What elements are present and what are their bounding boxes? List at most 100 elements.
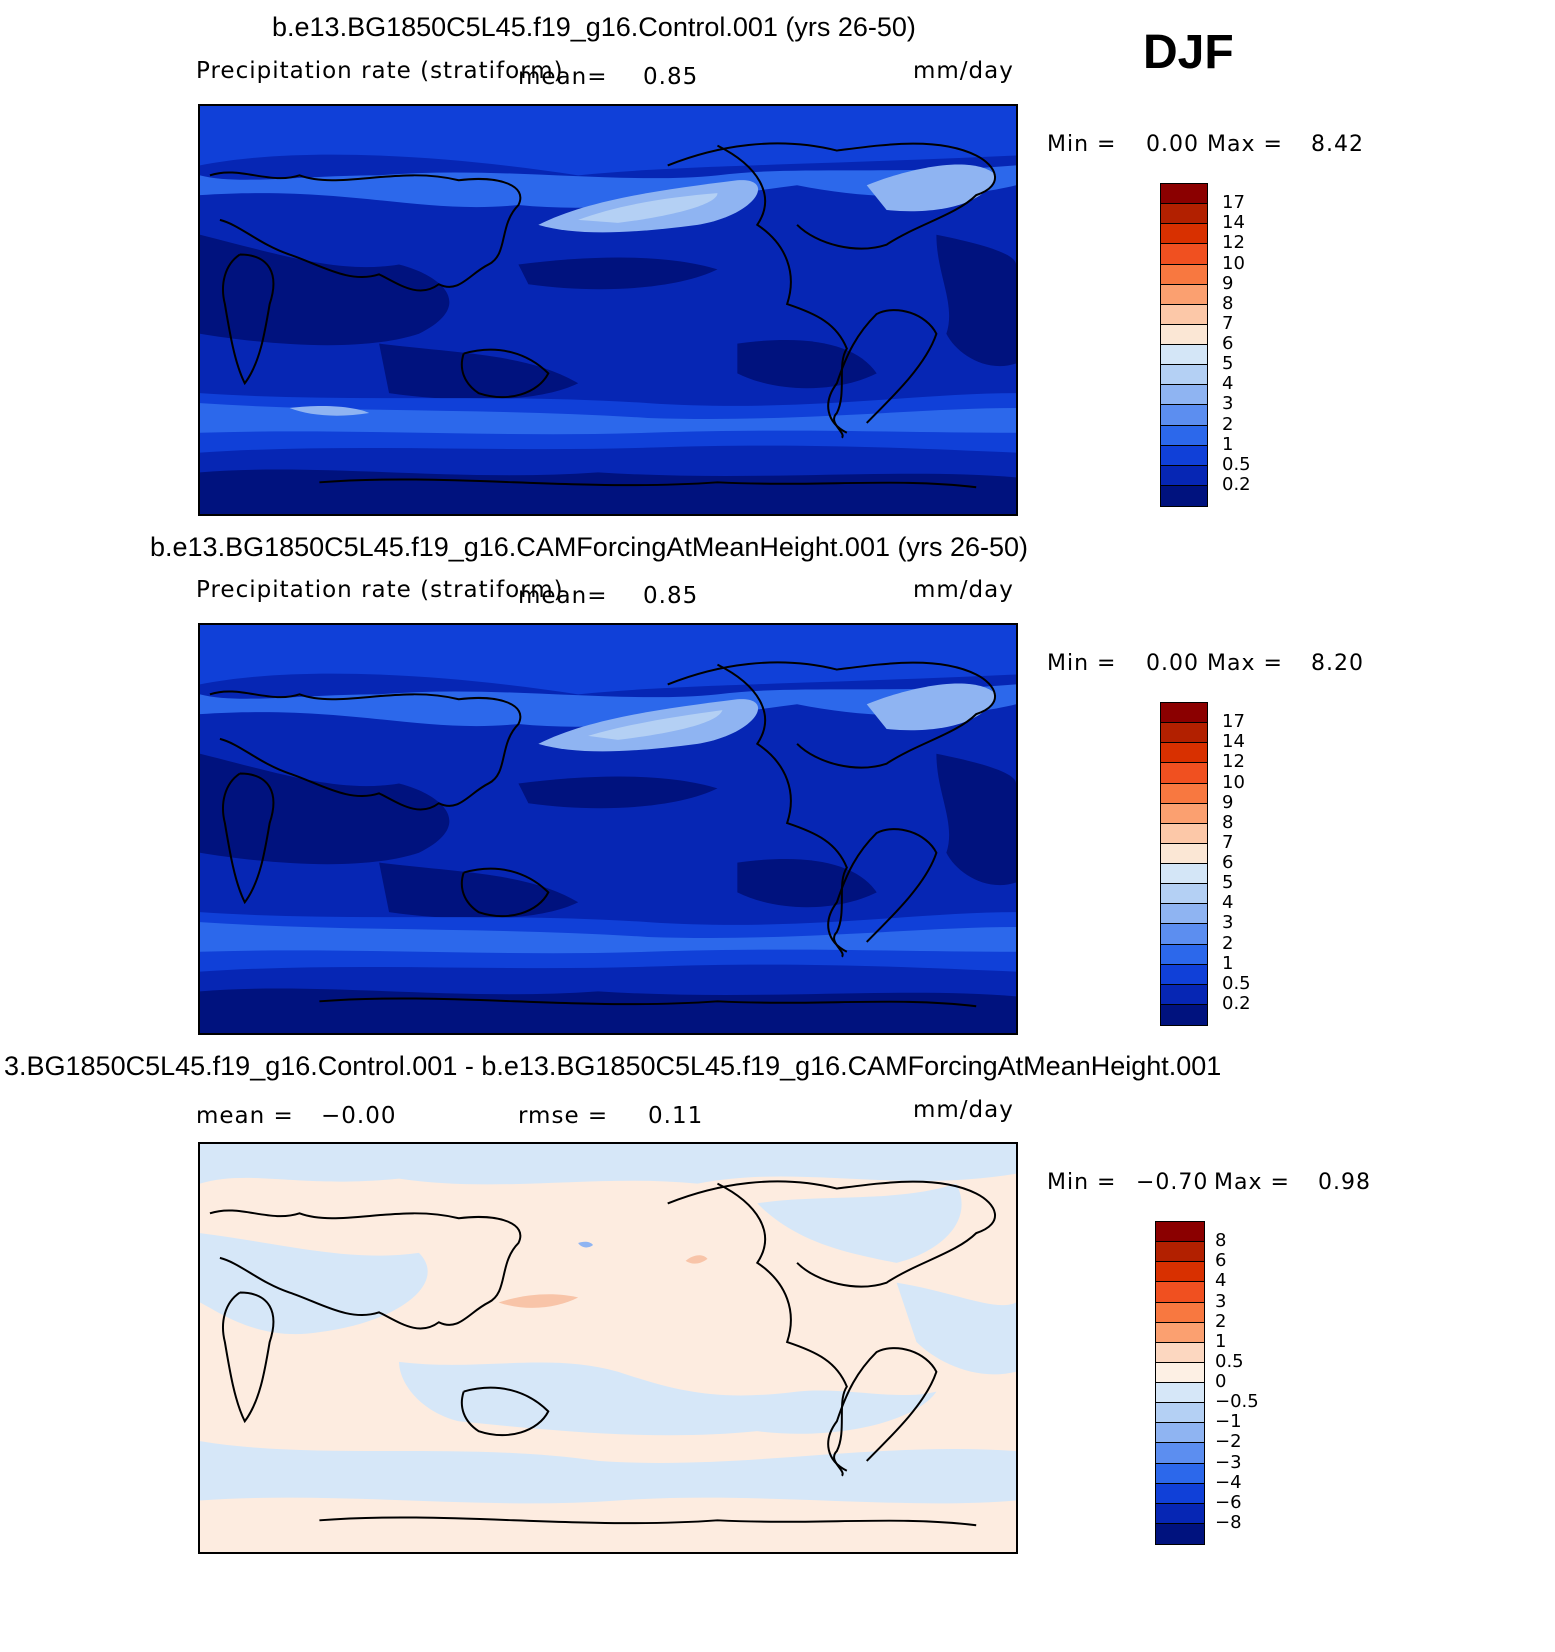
colorbar-tick-label: −4 <box>1215 1471 1242 1493</box>
colorbar-tick-label: −0.5 <box>1215 1391 1259 1413</box>
colorbar-swatch <box>1161 304 1207 325</box>
colorbar-swatch <box>1161 345 1207 366</box>
season-label: DJF <box>1143 26 1234 79</box>
colorbar-tick-label: 0.2 <box>1222 992 1251 1014</box>
panel-3-mean-label: mean = <box>196 1103 294 1129</box>
panel-1-colorbar-labels: 17 14 12 10 9 8 7 6 5 4 3 2 1 0.5 0.2 <box>1222 183 1282 507</box>
colorbar-tick-label: −6 <box>1215 1491 1242 1513</box>
panel-3-difference-map <box>198 1142 1018 1554</box>
colorbar-tick-label: 3 <box>1222 393 1234 415</box>
colorbar-tick-label: 3 <box>1222 912 1234 934</box>
colorbar-swatch <box>1161 405 1207 426</box>
colorbar-swatch <box>1161 1004 1207 1025</box>
colorbar-swatch <box>1161 224 1207 245</box>
colorbar-tick-label: 1 <box>1222 433 1234 455</box>
colorbar-swatch <box>1161 204 1207 225</box>
colorbar-swatch <box>1156 1463 1204 1484</box>
colorbar-tick-label: 8 <box>1222 292 1234 314</box>
panel-1-max-value: 8.42 <box>1311 132 1364 157</box>
colorbar-tick-label: 6 <box>1215 1250 1227 1272</box>
colorbar-tick-label: 17 <box>1222 711 1245 733</box>
colorbar-swatch <box>1156 1362 1204 1383</box>
colorbar-tick-label: −8 <box>1215 1511 1242 1533</box>
colorbar-swatch <box>1161 884 1207 905</box>
colorbar-swatch <box>1156 1383 1204 1404</box>
panel-2-units: mm/day <box>913 577 1014 603</box>
colorbar-swatch <box>1161 924 1207 945</box>
panel-2-max-value: 8.20 <box>1311 651 1364 676</box>
colorbar-swatch <box>1156 1483 1204 1504</box>
panel-2-max-label: Max = <box>1207 651 1283 676</box>
panel-2-min-value: 0.00 <box>1146 651 1199 676</box>
colorbar-swatch <box>1156 1222 1204 1243</box>
colorbar-tick-label: 0.5 <box>1222 453 1251 475</box>
panel-1-min-label: Min = <box>1047 132 1117 157</box>
colorbar-swatch <box>1161 904 1207 925</box>
colorbar-swatch <box>1161 763 1207 784</box>
colorbar-tick-label: 0 <box>1215 1371 1227 1392</box>
colorbar-tick-label: 10 <box>1222 252 1245 274</box>
colorbar-tick-label: 17 <box>1222 192 1245 214</box>
panel-3-colorbar-labels: 8 6 4 3 2 1 0.5 0 −0.5 −1 −2 −3 −4 −6 −8 <box>1215 1221 1285 1545</box>
colorbar-tick-label: 2 <box>1222 413 1234 435</box>
panel-2-mean-value: 0.85 <box>643 583 699 609</box>
panel-1-variable: Precipitation rate (stratiform) <box>196 58 564 84</box>
colorbar-tick-label: 2 <box>1222 932 1234 954</box>
panel-1-mean-label: mean= <box>518 64 608 90</box>
colorbar-tick-label: 8 <box>1222 811 1234 833</box>
colorbar-swatch <box>1161 445 1207 466</box>
panel-3-max-value: 0.98 <box>1318 1170 1371 1195</box>
colorbar-tick-label: 14 <box>1222 212 1245 234</box>
colorbar-swatch <box>1161 803 1207 824</box>
panel-3-colorbar <box>1155 1221 1205 1545</box>
colorbar-swatch <box>1161 864 1207 885</box>
colorbar-tick-label: 4 <box>1222 373 1234 395</box>
colorbar-swatch <box>1161 284 1207 305</box>
panel-3-rmse-value: 0.11 <box>648 1103 704 1129</box>
panel-1-title: b.e13.BG1850C5L45.f19_g16.Control.001 (y… <box>272 12 916 42</box>
colorbar-swatch <box>1161 984 1207 1005</box>
colorbar-tick-label: 6 <box>1222 333 1234 354</box>
colorbar-tick-label: 4 <box>1222 892 1234 914</box>
colorbar-swatch <box>1161 324 1207 345</box>
colorbar-swatch <box>1156 1322 1204 1343</box>
panel-2-title: b.e13.BG1850C5L45.f19_g16.CAMForcingAtMe… <box>150 532 1029 562</box>
colorbar-tick-label: 3 <box>1215 1290 1227 1312</box>
colorbar-tick-label: 6 <box>1222 852 1234 873</box>
colorbar-swatch <box>1161 485 1207 506</box>
colorbar-swatch <box>1161 823 1207 844</box>
colorbar-tick-label: 9 <box>1222 272 1234 294</box>
colorbar-swatch <box>1156 1423 1204 1444</box>
colorbar-tick-label: 7 <box>1222 831 1234 853</box>
colorbar-tick-label: −2 <box>1215 1431 1242 1453</box>
colorbar-swatch <box>1161 703 1207 724</box>
colorbar-tick-label: 5 <box>1222 872 1234 894</box>
colorbar-tick-label: 12 <box>1222 751 1245 773</box>
colorbar-swatch <box>1161 184 1207 205</box>
panel-1-max-label: Max = <box>1207 132 1283 157</box>
colorbar-swatch <box>1156 1523 1204 1544</box>
colorbar-tick-label: 1 <box>1215 1330 1227 1352</box>
panel-2-min-label: Min = <box>1047 651 1117 676</box>
colorbar-tick-label: −3 <box>1215 1451 1242 1473</box>
colorbar-tick-label: 0.5 <box>1222 972 1251 994</box>
colorbar-swatch <box>1156 1282 1204 1303</box>
colorbar-swatch <box>1161 425 1207 446</box>
colorbar-swatch <box>1156 1503 1204 1524</box>
panel-3-units: mm/day <box>913 1097 1014 1123</box>
colorbar-swatch <box>1161 743 1207 764</box>
colorbar-swatch <box>1156 1262 1204 1283</box>
colorbar-tick-label: 1 <box>1222 952 1234 974</box>
colorbar-swatch <box>1161 465 1207 486</box>
colorbar-tick-label: 0.5 <box>1215 1350 1244 1372</box>
colorbar-swatch <box>1161 783 1207 804</box>
colorbar-swatch <box>1161 944 1207 965</box>
panel-3-rmse-label: rmse = <box>518 1103 609 1129</box>
colorbar-tick-label: 14 <box>1222 731 1245 753</box>
colorbar-tick-label: 0.2 <box>1222 473 1251 495</box>
colorbar-swatch <box>1156 1443 1204 1464</box>
colorbar-swatch <box>1156 1403 1204 1424</box>
panel-3-title: 3.BG1850C5L45.f19_g16.Control.001 - b.e1… <box>4 1051 1222 1081</box>
panel-3-min-value: −0.70 <box>1136 1170 1209 1195</box>
panel-1-min-value: 0.00 <box>1146 132 1199 157</box>
